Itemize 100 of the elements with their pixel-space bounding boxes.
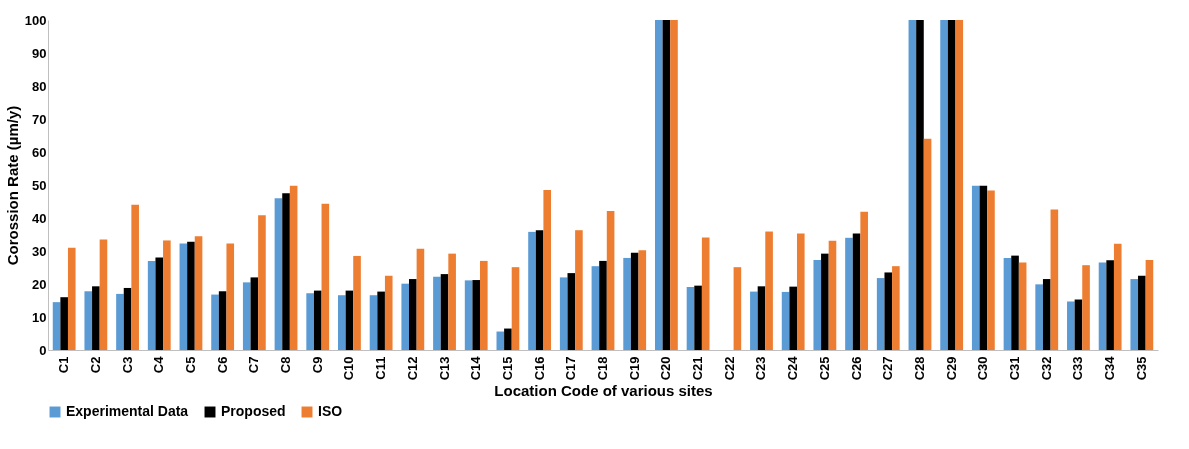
bar — [987, 190, 995, 350]
bar — [559, 277, 568, 350]
x-tick-label: C30 — [975, 356, 991, 381]
bar — [1145, 259, 1154, 350]
bar — [535, 230, 544, 350]
bar — [796, 233, 805, 350]
bar — [187, 241, 195, 350]
y-tick-label: 40 — [32, 210, 47, 226]
bar — [250, 277, 259, 350]
x-tick-label: C22 — [721, 356, 737, 381]
bar — [1138, 275, 1146, 350]
bar — [1035, 284, 1043, 350]
bar — [289, 185, 298, 350]
bar — [504, 328, 512, 350]
bar — [464, 280, 473, 350]
bar — [433, 276, 441, 350]
y-tick-label: 30 — [32, 243, 47, 259]
bar — [1018, 262, 1027, 350]
bar — [528, 231, 536, 350]
legend-label: ISO — [318, 403, 343, 419]
bar — [1106, 260, 1114, 350]
bar — [876, 278, 885, 350]
x-tick-label: C29 — [943, 356, 959, 381]
bar — [163, 240, 171, 350]
x-tick-label: C23 — [753, 356, 769, 381]
bar — [401, 283, 410, 350]
bar — [694, 285, 702, 350]
bar — [52, 302, 61, 350]
x-tick-label: C13 — [436, 356, 452, 381]
x-tick-label: C6 — [214, 356, 230, 374]
bar — [448, 253, 456, 350]
bar — [179, 243, 188, 350]
bar — [369, 295, 378, 350]
bar — [345, 290, 354, 350]
bar — [338, 295, 346, 350]
bar — [821, 253, 829, 350]
bar — [84, 291, 93, 350]
bar — [155, 257, 164, 350]
x-tick-label: C7 — [246, 356, 262, 374]
x-tick-label: C15 — [499, 356, 515, 381]
x-tick-label: C32 — [1038, 356, 1054, 381]
bar — [630, 252, 639, 350]
x-tick-label: C19 — [626, 356, 642, 381]
bar — [567, 273, 576, 350]
y-tick-label: 90 — [32, 45, 47, 61]
bar — [472, 280, 481, 350]
bar — [1074, 299, 1083, 350]
bar — [147, 260, 156, 350]
bar — [591, 266, 600, 350]
bar — [971, 185, 980, 350]
x-tick-label: C16 — [531, 356, 547, 381]
x-tick-label: C2 — [87, 356, 103, 374]
bar — [67, 247, 76, 350]
bar — [92, 286, 100, 350]
bar — [599, 260, 607, 350]
bar — [409, 279, 417, 350]
x-tick-label: C8 — [278, 356, 294, 374]
bar — [416, 248, 425, 350]
y-tick-label: 20 — [32, 276, 47, 292]
bar — [638, 250, 647, 350]
bar — [979, 185, 988, 350]
bar — [282, 193, 290, 350]
x-tick-label: C31 — [1007, 356, 1023, 381]
bar — [99, 239, 108, 350]
bar — [440, 274, 449, 350]
y-tick-label: 70 — [32, 111, 47, 127]
x-tick-label: C24 — [785, 355, 801, 381]
x-tick-label: C12 — [404, 356, 420, 381]
bar — [940, 20, 948, 350]
x-tick-label: C11 — [373, 356, 389, 380]
bar — [511, 267, 520, 350]
bar — [218, 291, 227, 350]
bar — [828, 240, 837, 350]
bar — [916, 20, 924, 350]
bar — [654, 20, 663, 350]
x-tick-label: C27 — [880, 356, 896, 381]
x-tick-label: C21 — [690, 356, 706, 381]
bar — [1113, 243, 1122, 350]
bar — [1042, 279, 1051, 350]
bar — [813, 259, 822, 350]
bar — [321, 203, 330, 350]
x-tick-label: C4 — [151, 355, 167, 374]
bar — [947, 20, 956, 350]
x-tick-label: C1 — [56, 356, 72, 374]
bar — [923, 138, 932, 350]
bar — [892, 266, 900, 350]
bar — [1082, 265, 1090, 350]
bar — [1011, 255, 1019, 350]
bar — [701, 237, 710, 350]
bar — [670, 20, 678, 350]
x-tick-label: C34 — [1102, 355, 1118, 381]
legend-label: Proposed — [221, 403, 286, 419]
y-tick-label: 0 — [39, 342, 47, 358]
bar — [575, 230, 583, 350]
bar — [353, 255, 361, 350]
bar — [686, 286, 695, 350]
bar — [211, 294, 219, 350]
x-tick-label: C20 — [658, 356, 674, 381]
bar — [226, 243, 235, 350]
bar — [733, 267, 742, 350]
